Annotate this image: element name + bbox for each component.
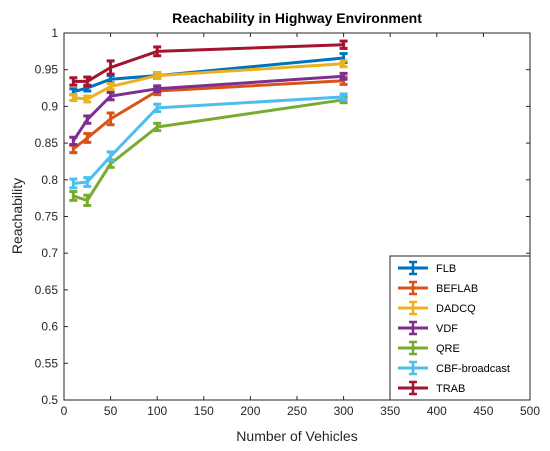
legend-item-dadcq: DADCQ [398,300,476,316]
error-bar-trab [83,75,92,88]
x-tick-label: 300 [334,404,354,418]
legend-item-trab: TRAB [398,380,465,396]
error-bar-trab [153,45,162,58]
x-tick-label: 150 [194,404,214,418]
y-tick-label: 0.7 [41,246,58,260]
legend-item-vdf: VDF [398,320,458,336]
error-bar-vdf [69,135,78,147]
error-bar-trab [106,59,115,76]
error-bar-dadcq [83,94,92,104]
legend-item-cbf-broadcast: CBF-broadcast [398,360,510,376]
error-bar-qre [83,193,92,207]
y-tick-label: 0.95 [35,63,59,77]
error-bar-cbf-broadcast [69,177,78,190]
x-tick-label: 350 [380,404,400,418]
error-bar-dadcq [339,59,348,69]
error-bar-dadcq [106,82,115,92]
series-cbf-broadcast [69,92,348,190]
y-tick-label: 0.75 [35,210,59,224]
series-beflab [69,75,348,155]
y-tick-label: 1 [51,26,58,40]
y-tick-label: 0.55 [35,356,59,370]
legend: FLB BEFLAB DADCQ VDF QRE CBF-broadcast TRAB [389,255,531,401]
y-tick-label: 0.65 [35,283,59,297]
plot-frame [63,32,531,401]
error-bar-beflab [83,132,92,144]
y-tick-label: 0.6 [41,320,58,334]
error-bar-cbf-broadcast [83,176,92,188]
legend-label: CBF-broadcast [436,363,510,375]
y-tick-label: 0.8 [41,173,58,187]
y-tick-label: 0.9 [41,99,58,113]
error-bar-vdf [106,90,115,102]
series-vdf [69,71,348,147]
x-tick-label: 400 [427,404,447,418]
y-tick-label: 0.85 [35,136,59,150]
legend-label: FLB [436,263,456,275]
legend-label: VDF [436,323,458,335]
x-tick-label: 100 [147,404,167,418]
legend-label: BEFLAB [436,283,478,295]
error-bar-trab [69,76,78,87]
error-bar-vdf [153,84,162,94]
y-axis-label: Reachability [9,178,25,254]
legend-item-flb: FLB [398,260,456,276]
x-tick-label: 200 [240,404,260,418]
legend-label: DADCQ [436,303,476,315]
error-bar-cbf-broadcast [339,92,348,102]
x-tick-label: 500 [520,404,540,418]
x-axis-label: Number of Vehicles [236,428,357,444]
y-axis-ticks: 0.5 0.55 0.6 0.65 0.7 0.75 0.8 0.85 0.9 0.95 1 [35,26,530,407]
x-tick-label: 250 [287,404,307,418]
error-bar-vdf [339,71,348,81]
y-tick-label: 0.5 [41,393,58,407]
legend-item-beflab: BEFLAB [398,280,478,296]
x-tick-label: 50 [104,404,118,418]
error-bar-vdf [83,114,92,125]
error-bar-dadcq [153,71,162,81]
error-bar-qre [69,190,78,202]
error-bar-qre [153,121,162,133]
series-layer [69,39,348,207]
error-bar-cbf-broadcast [106,150,115,163]
series-trab [69,39,348,88]
x-tick-label: 0 [61,404,68,418]
legend-label: QRE [436,343,460,355]
chart-title: Reachability in Highway Environment [172,10,422,26]
legend-item-qre: QRE [398,340,460,356]
series-dadcq [69,59,348,104]
error-bar-trab [339,39,348,50]
error-bar-dadcq [69,93,78,103]
x-tick-label: 450 [473,404,493,418]
legend-label: TRAB [436,383,465,395]
error-bar-beflab [106,111,115,127]
x-axis-ticks: 0 50 100 150 200 250 300 350 400 450 500 [61,33,540,418]
error-bar-cbf-broadcast [153,102,162,114]
